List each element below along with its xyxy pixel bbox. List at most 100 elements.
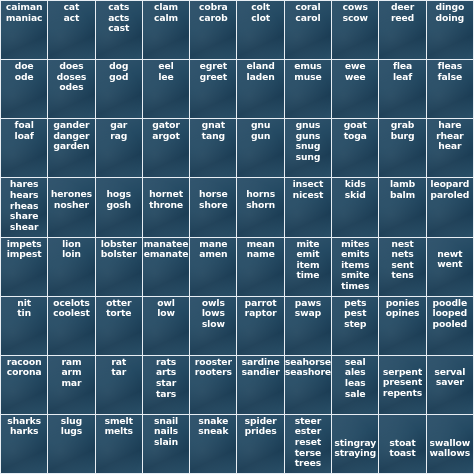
grid-cell[interactable]: stoat toast [379,414,426,473]
cell-word: share [9,211,39,223]
grid-cell[interactable]: rats arts star tars [142,355,190,414]
grid-cell[interactable]: cows scow [332,1,379,60]
grid-cell[interactable]: dog god [95,60,142,119]
grid-cell[interactable]: foal loaf [1,119,48,178]
cell-word: toga [343,130,367,142]
grid-cell[interactable]: deer reed [379,1,426,60]
grid-cell[interactable]: mane amen [190,237,237,296]
grid-cell[interactable]: spider prides [237,414,284,473]
grid-cell[interactable]: flea leaf [379,60,426,119]
grid-cell[interactable]: gnus guns snug sung [284,119,332,178]
grid-cell[interactable]: slug lugs [48,414,95,473]
grid-cell[interactable]: emus muse [284,60,332,119]
grid-cell[interactable]: sharks harks [1,414,48,473]
cell-word: times [341,280,370,292]
grid-cell[interactable]: mite emit item time [284,237,332,296]
cell-word: scow [342,12,368,24]
grid-cell[interactable]: racoon corona [1,355,48,414]
grid-cell[interactable]: gar rag [95,119,142,178]
grid-cell[interactable]: rat tar [95,355,142,414]
cell-word-list: doe ode [2,62,46,83]
grid-cell[interactable]: leopard paroled [426,178,473,237]
grid-cell[interactable]: gnu gun [237,119,284,178]
grid-cell[interactable]: eel lee [142,60,190,119]
grid-cell[interactable]: coral carol [284,1,332,60]
grid-cell[interactable]: does doses odes [48,60,95,119]
grid-cell[interactable]: herones nosher [48,178,95,237]
cell-word: ewe [344,61,366,73]
cell-word: paws [294,297,322,309]
grid-cell[interactable]: cobra carob [190,1,237,60]
grid-cell[interactable]: steer ester reset terse trees [284,414,332,473]
grid-cell[interactable]: hogs gosh [95,178,142,237]
grid-cell[interactable]: gander danger garden [48,119,95,178]
grid-cell[interactable]: owl low [142,296,190,355]
grid-cell[interactable]: owls lows slow [190,296,237,355]
grid-cell[interactable]: smelt melts [95,414,142,473]
grid-cell[interactable]: cats acts cast [95,1,142,60]
grid-cell[interactable]: horns shorn [237,178,284,237]
grid-cell[interactable]: ocelots coolest [48,296,95,355]
cell-word: dog [109,61,129,73]
cell-word: pest [344,308,367,320]
grid-cell[interactable]: newt went [426,237,473,296]
grid-cell[interactable]: grab burg [379,119,426,178]
grid-cell[interactable]: goat toga [332,119,379,178]
grid-cell[interactable]: egret greet [190,60,237,119]
grid-cell[interactable]: colt clot [237,1,284,60]
cell-word: slain [154,437,179,449]
grid-cell[interactable]: otter torte [95,296,142,355]
cell-word-list: seahorse seashore [285,357,331,379]
grid-cell[interactable]: sardine sandier [237,355,284,414]
grid-cell[interactable]: parrot raptor [237,296,284,355]
grid-cell[interactable]: gnat tang [190,119,237,178]
grid-cell[interactable]: eland laden [237,60,284,119]
cell-word: star [155,377,177,389]
cell-word: wallows [429,448,471,460]
grid-cell[interactable]: seahorse seashore [284,355,332,414]
grid-cell[interactable]: impets impest [1,237,48,296]
cell-word: egret [199,61,228,73]
grid-cell[interactable]: doe ode [1,60,48,119]
cell-word: foal [14,120,34,132]
grid-cell[interactable]: swallow wallows [426,414,473,473]
grid-cell[interactable]: lobster bolster [95,237,142,296]
grid-cell[interactable]: lion loin [48,237,95,296]
grid-cell[interactable]: kids skid [332,178,379,237]
grid-cell[interactable]: rooster rooters [190,355,237,414]
grid-cell[interactable]: horse shore [190,178,237,237]
grid-cell[interactable]: manatee emanate [142,237,190,296]
cell-word: pets [344,297,367,309]
grid-cell[interactable]: gator argot [142,119,190,178]
grid-cell[interactable]: poodle looped pooled [426,296,473,355]
grid-cell[interactable]: fleas false [426,60,473,119]
cell-word-list: caiman maniac [2,2,46,24]
cell-word-list: eland laden [238,62,282,83]
grid-cell[interactable]: nest nets sent tens [379,237,426,296]
grid-cell[interactable]: serval saver [426,355,473,414]
grid-cell[interactable]: mean name [237,237,284,296]
grid-cell[interactable]: stingray straying [332,414,379,473]
grid-cell[interactable]: caiman maniac [1,1,48,60]
grid-cell[interactable]: snake sneak [190,414,237,473]
grid-cell[interactable]: nit tin [1,296,48,355]
grid-cell[interactable]: ram arm mar [48,355,95,414]
grid-cell[interactable]: cat act [48,1,95,60]
grid-cell[interactable]: serpent present repents [379,355,426,414]
grid-cell[interactable]: paws swap [284,296,332,355]
grid-cell[interactable]: hornet throne [142,178,190,237]
grid-cell[interactable]: dingo doing [426,1,473,60]
grid-cell[interactable]: hares hears rheas share shear [1,178,48,237]
grid-cell[interactable]: ewe wee [332,60,379,119]
cell-word: argot [152,130,180,142]
grid-cell[interactable]: lamb balm [379,178,426,237]
grid-cell[interactable]: mites emits items smite times [332,237,379,296]
grid-cell[interactable]: insect nicest [284,178,332,237]
grid-cell[interactable]: snail nails slain [142,414,190,473]
cell-word: lamb [389,179,416,191]
grid-cell[interactable]: seal ales leas sale [332,355,379,414]
grid-cell[interactable]: ponies opines [379,296,426,355]
grid-cell[interactable]: pets pest step [332,296,379,355]
grid-cell[interactable]: clam calm [142,1,190,60]
grid-cell[interactable]: hare rhear hear [426,119,473,178]
